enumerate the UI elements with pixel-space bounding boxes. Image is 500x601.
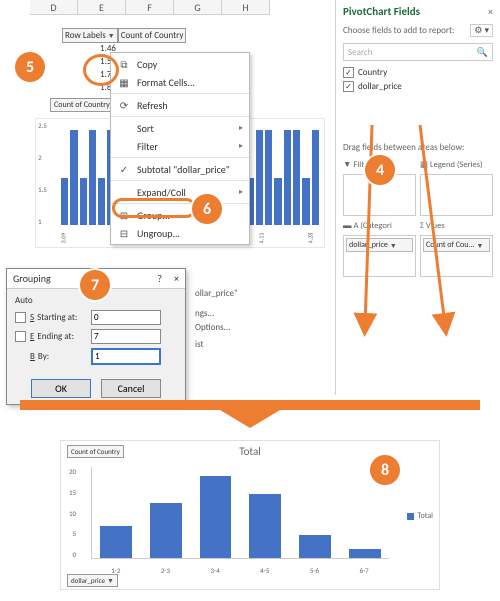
result-legend: Total [407,511,433,521]
highlight-ring-5 [83,54,119,86]
drag-label: Drag fields between areas below: [343,142,493,153]
flow-arrow [10,400,490,428]
ctx-ungroup[interactable]: ⊟ Ungroup... [111,224,249,242]
pane-subtitle: Choose fields to add to report: [343,25,454,36]
ctx-copy-label: Copy [137,58,157,71]
frag-text: Options... [195,322,230,333]
step-badge-6: 6 [192,194,222,224]
separator [111,93,249,94]
pane-title: PivotChart Fields [343,5,420,18]
ctx-format-label: Format Cells... [137,76,195,89]
starting-at-input[interactable] [91,310,161,325]
ctx-ungroup-label: Ungroup... [137,227,180,240]
step-badge-5: 5 [15,52,45,82]
field-dollar-price[interactable]: ✓ dollar_price [343,81,493,92]
separator [111,157,249,158]
submenu-icon: ▸ [239,123,243,133]
step-badge-7: 7 [80,270,110,300]
dropdown-icon[interactable]: ▼ [108,31,115,40]
axis-area[interactable]: dollar_price▼ [343,235,416,277]
highlight-ring-6 [112,198,196,218]
dialog-close-button[interactable]: × [174,272,179,285]
ctx-expand-label: Expand/Coll [137,186,186,199]
checkbox-icon[interactable]: ✓ [343,67,354,78]
row-labels-cell[interactable]: Row Labels ▼ [62,28,118,43]
ctx-refresh[interactable]: ⟳ Refresh [111,96,249,114]
values-pill[interactable]: Count of Cou...▼ [423,238,490,252]
ctx-filter-label: Filter [137,140,158,153]
ungroup-icon: ⊟ [117,226,131,240]
ending-at-text: Ending at: [37,331,74,342]
column-header[interactable]: F [126,0,174,15]
frag-text: ollar_price" [195,288,238,299]
legend-area[interactable] [420,174,493,216]
row-labels-text: Row Labels [65,30,106,41]
count-of-country-text: Count of Country [121,30,184,41]
ctx-refresh-label: Refresh [137,99,168,112]
ending-at-label[interactable]: EEnding at: [15,331,85,342]
field-label: Country [358,67,387,78]
field-country[interactable]: ✓ Country [343,67,493,78]
result-count-label: Count of Country [67,445,124,458]
cancel-button[interactable]: Cancel [101,379,161,398]
ending-at-input[interactable] [91,329,161,344]
submenu-icon: ▸ [239,141,243,151]
ctx-format-cells[interactable]: ▦ Format Cells... [111,73,249,91]
field-label: dollar_price [358,81,402,92]
ok-button[interactable]: OK [31,379,91,398]
count-of-country-header: Count of Country [118,28,187,43]
ctx-subtotal[interactable]: ✓ Subtotal "dollar_price" [111,160,249,178]
values-area-header: Σ V ues [420,220,493,231]
step-badge-4: 4 [365,155,395,185]
starting-at-label[interactable]: SStarting at: [15,312,85,323]
search-input[interactable]: Search 🔍 [343,43,493,61]
frag-text: ngs... [195,308,214,319]
checkbox-icon[interactable]: ✓ [343,81,354,92]
axis-pill[interactable]: dollar_price▼ [346,238,413,252]
column-header[interactable]: H [222,0,270,15]
frag-text: ist [195,339,204,350]
pivot-header: Row Labels ▼ Count of Country [62,28,186,43]
dialog-title: Grouping [13,272,51,285]
pivotchart-fields-pane: PivotChart Fields × Choose fields to add … [335,0,500,395]
field-list: ✓ Country ✓ dollar_price [343,67,493,92]
ctx-filter[interactable]: Filter ▸ [111,137,249,155]
ctx-sort-label: Sort [137,122,154,135]
by-input[interactable] [91,348,161,365]
starting-at-checkbox[interactable] [15,312,26,323]
column-header[interactable]: E [78,0,126,15]
pane-close-icon[interactable]: × [488,5,493,18]
refresh-icon: ⟳ [117,98,131,112]
result-dollar-price-button[interactable]: dollar_price▼ [67,574,118,587]
by-text: By: [38,351,49,362]
copy-icon: ⧉ [117,57,131,71]
by-label: BBy: [15,351,85,362]
separator [111,180,249,181]
dialog-help-button[interactable]: ? [157,272,162,285]
check-icon: ✓ [117,162,131,176]
ctx-copy[interactable]: ⧉ Copy [111,55,249,73]
ctx-sort[interactable]: Sort ▸ [111,119,249,137]
format-icon: ▦ [117,75,131,89]
column-header[interactable]: D [30,0,78,15]
search-icon: 🔍 [477,47,488,58]
starting-at-text: Starting at: [37,312,77,323]
step-badge-8: 8 [370,455,400,485]
gear-icon[interactable]: ⚙ ▾ [470,24,493,37]
separator [111,116,249,117]
column-header[interactable]: G [174,0,222,15]
legend-area-header: ▦ Legend (Series) [420,159,493,170]
ctx-subtotal-label: Subtotal "dollar_price" [137,163,230,176]
chart-count-label: Count of Country [50,98,114,112]
search-placeholder: Search [348,47,372,58]
submenu-icon: ▸ [239,187,243,197]
values-area[interactable]: Count of Cou...▼ [420,235,493,277]
axis-area-header: ▬ A (Categori [343,220,416,231]
ending-at-checkbox[interactable] [15,331,26,342]
